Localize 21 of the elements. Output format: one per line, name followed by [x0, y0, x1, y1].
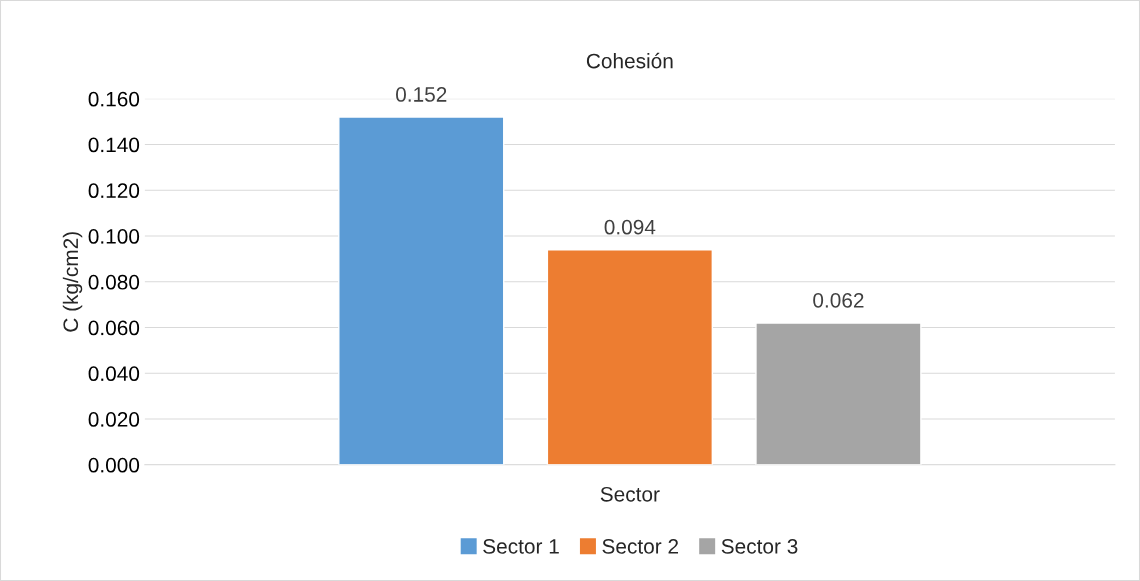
y-axis-title: C (kg/cm2)	[62, 232, 83, 332]
y-tick-label: 0.160	[88, 91, 140, 107]
y-tick-label: 0.040	[88, 366, 140, 382]
legend-label: Sector 2	[602, 539, 679, 554]
bar	[338, 116, 505, 465]
y-tick-label: 0.060	[88, 320, 140, 336]
y-tick-label: 0.000	[88, 457, 140, 473]
data-label: 0.094	[604, 219, 656, 235]
data-label: 0.152	[396, 87, 447, 102]
y-tick-label: 0.100	[88, 229, 140, 244]
y-tick-label: 0.120	[88, 183, 140, 199]
y-tick-label: 0.080	[88, 274, 140, 290]
legend-label: Sector 1	[483, 539, 559, 554]
y-tick-label: 0.140	[88, 137, 140, 153]
x-axis-title: Sector	[600, 486, 660, 502]
bar	[546, 249, 714, 465]
data-label: 0.062	[813, 292, 864, 308]
legend-label: Sector 3	[721, 539, 798, 554]
chart-title: Cohesión	[586, 52, 673, 69]
bar	[755, 322, 922, 465]
y-tick-label: 0.020	[88, 412, 140, 427]
